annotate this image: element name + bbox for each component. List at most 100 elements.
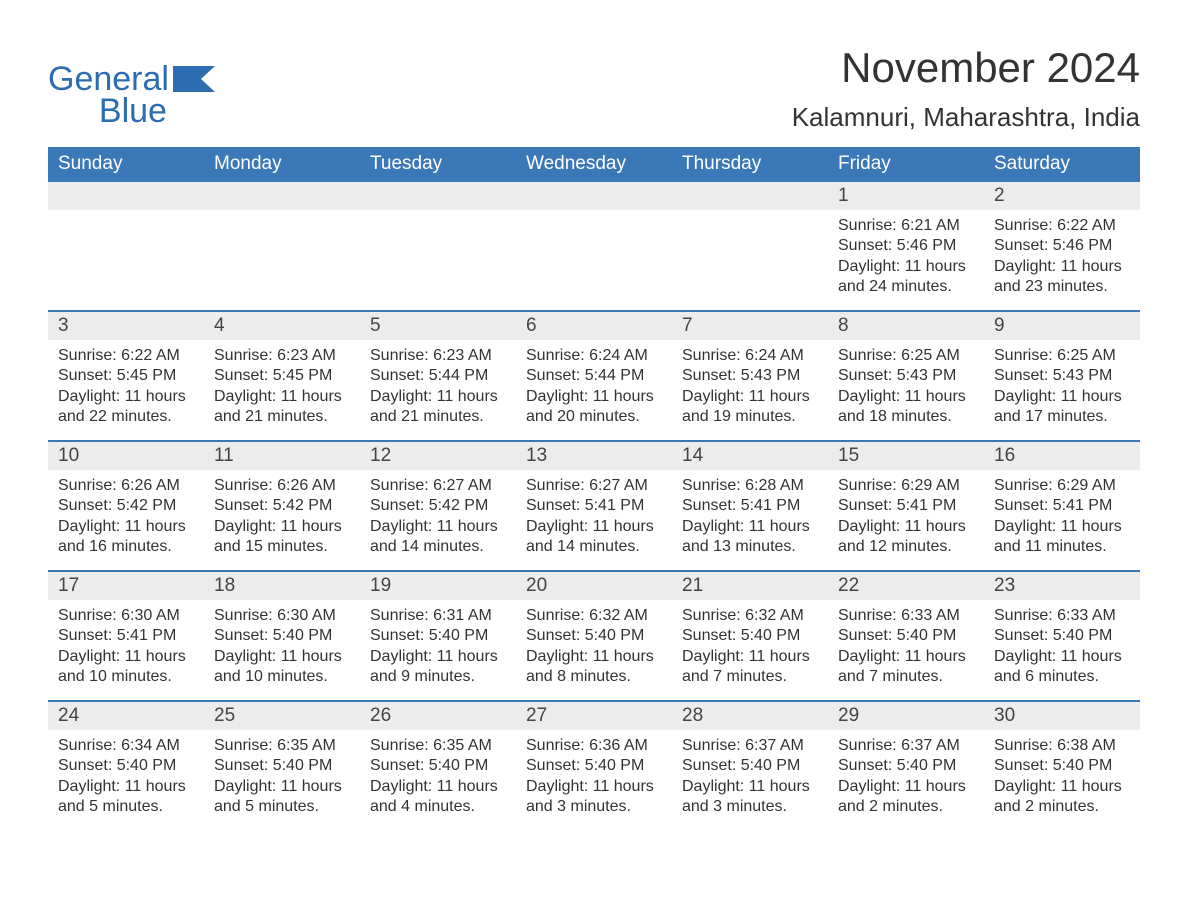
dow-monday: Monday [204,147,360,182]
sunset-label: Sunset: 5:40 PM [214,626,350,646]
sunrise-label: Sunrise: 6:31 AM [370,606,506,626]
brand-text: General Blue [48,62,169,128]
day-cell: Sunrise: 6:27 AMSunset: 5:42 PMDaylight:… [360,470,516,570]
day-number [516,182,672,210]
flag-icon [173,66,215,92]
day-number: 19 [360,572,516,600]
sunset-label: Sunset: 5:40 PM [370,756,506,776]
day-number: 29 [828,702,984,730]
day-cell: Sunrise: 6:21 AMSunset: 5:46 PMDaylight:… [828,210,984,310]
week-row: 17181920212223Sunrise: 6:30 AMSunset: 5:… [48,570,1140,700]
sunset-label: Sunset: 5:45 PM [214,366,350,386]
day-number: 7 [672,312,828,340]
sunset-label: Sunset: 5:41 PM [682,496,818,516]
day-number: 10 [48,442,204,470]
sunset-label: Sunset: 5:43 PM [682,366,818,386]
day-number: 8 [828,312,984,340]
day-number: 18 [204,572,360,600]
sunset-label: Sunset: 5:41 PM [838,496,974,516]
day-cell: Sunrise: 6:34 AMSunset: 5:40 PMDaylight:… [48,730,204,830]
day-cell [672,210,828,310]
day-number: 27 [516,702,672,730]
sunrise-label: Sunrise: 6:35 AM [370,736,506,756]
day-cell: Sunrise: 6:29 AMSunset: 5:41 PMDaylight:… [984,470,1140,570]
day-cell: Sunrise: 6:23 AMSunset: 5:45 PMDaylight:… [204,340,360,440]
day-cell: Sunrise: 6:22 AMSunset: 5:46 PMDaylight:… [984,210,1140,310]
day-cell: Sunrise: 6:35 AMSunset: 5:40 PMDaylight:… [204,730,360,830]
day-cell: Sunrise: 6:23 AMSunset: 5:44 PMDaylight:… [360,340,516,440]
day-cell: Sunrise: 6:33 AMSunset: 5:40 PMDaylight:… [984,600,1140,700]
sunrise-label: Sunrise: 6:25 AM [994,346,1130,366]
sunrise-label: Sunrise: 6:38 AM [994,736,1130,756]
week-body-row: Sunrise: 6:26 AMSunset: 5:42 PMDaylight:… [48,470,1140,570]
sunset-label: Sunset: 5:40 PM [682,626,818,646]
day-number [48,182,204,210]
sunrise-label: Sunrise: 6:29 AM [994,476,1130,496]
day-number-row: 3456789 [48,312,1140,340]
day-cell: Sunrise: 6:24 AMSunset: 5:43 PMDaylight:… [672,340,828,440]
day-cell: Sunrise: 6:22 AMSunset: 5:45 PMDaylight:… [48,340,204,440]
sunset-label: Sunset: 5:40 PM [526,626,662,646]
day-cell: Sunrise: 6:26 AMSunset: 5:42 PMDaylight:… [48,470,204,570]
day-number: 5 [360,312,516,340]
weeks-container: 12Sunrise: 6:21 AMSunset: 5:46 PMDayligh… [48,182,1140,830]
day-number [204,182,360,210]
sunrise-label: Sunrise: 6:24 AM [682,346,818,366]
day-number: 20 [516,572,672,600]
day-number-row: 17181920212223 [48,572,1140,600]
week-row: 10111213141516Sunrise: 6:26 AMSunset: 5:… [48,440,1140,570]
sunset-label: Sunset: 5:41 PM [994,496,1130,516]
day-number [672,182,828,210]
day-number: 2 [984,182,1140,210]
day-cell: Sunrise: 6:30 AMSunset: 5:41 PMDaylight:… [48,600,204,700]
sunrise-label: Sunrise: 6:33 AM [994,606,1130,626]
day-cell: Sunrise: 6:32 AMSunset: 5:40 PMDaylight:… [672,600,828,700]
sunrise-label: Sunrise: 6:26 AM [58,476,194,496]
day-cell [48,210,204,310]
sunset-label: Sunset: 5:42 PM [214,496,350,516]
daylight-label: Daylight: 11 hours and 15 minutes. [214,517,350,558]
dow-thursday: Thursday [672,147,828,182]
daylight-label: Daylight: 11 hours and 19 minutes. [682,387,818,428]
daylight-label: Daylight: 11 hours and 14 minutes. [526,517,662,558]
sunset-label: Sunset: 5:43 PM [994,366,1130,386]
day-number: 13 [516,442,672,470]
day-cell: Sunrise: 6:30 AMSunset: 5:40 PMDaylight:… [204,600,360,700]
day-cell: Sunrise: 6:25 AMSunset: 5:43 PMDaylight:… [828,340,984,440]
sunset-label: Sunset: 5:41 PM [526,496,662,516]
sunrise-label: Sunrise: 6:34 AM [58,736,194,756]
sunrise-label: Sunrise: 6:32 AM [526,606,662,626]
daylight-label: Daylight: 11 hours and 21 minutes. [370,387,506,428]
day-number: 17 [48,572,204,600]
week-row: 24252627282930Sunrise: 6:34 AMSunset: 5:… [48,700,1140,830]
day-number: 23 [984,572,1140,600]
sunset-label: Sunset: 5:44 PM [526,366,662,386]
week-body-row: Sunrise: 6:21 AMSunset: 5:46 PMDaylight:… [48,210,1140,310]
sunrise-label: Sunrise: 6:28 AM [682,476,818,496]
sunrise-label: Sunrise: 6:23 AM [370,346,506,366]
day-cell [360,210,516,310]
sunset-label: Sunset: 5:43 PM [838,366,974,386]
sunset-label: Sunset: 5:40 PM [994,756,1130,776]
day-cell: Sunrise: 6:32 AMSunset: 5:40 PMDaylight:… [516,600,672,700]
day-number: 28 [672,702,828,730]
sunrise-label: Sunrise: 6:23 AM [214,346,350,366]
daylight-label: Daylight: 11 hours and 9 minutes. [370,647,506,688]
sunset-label: Sunset: 5:40 PM [58,756,194,776]
day-cell: Sunrise: 6:31 AMSunset: 5:40 PMDaylight:… [360,600,516,700]
sunset-label: Sunset: 5:46 PM [838,236,974,256]
day-number: 1 [828,182,984,210]
daylight-label: Daylight: 11 hours and 5 minutes. [214,777,350,818]
daylight-label: Daylight: 11 hours and 20 minutes. [526,387,662,428]
daylight-label: Daylight: 11 hours and 8 minutes. [526,647,662,688]
day-number: 21 [672,572,828,600]
daylight-label: Daylight: 11 hours and 3 minutes. [526,777,662,818]
sunset-label: Sunset: 5:40 PM [370,626,506,646]
day-of-week-header: Sunday Monday Tuesday Wednesday Thursday… [48,147,1140,182]
daylight-label: Daylight: 11 hours and 2 minutes. [994,777,1130,818]
sunset-label: Sunset: 5:41 PM [58,626,194,646]
daylight-label: Daylight: 11 hours and 22 minutes. [58,387,194,428]
week-body-row: Sunrise: 6:34 AMSunset: 5:40 PMDaylight:… [48,730,1140,830]
day-number: 16 [984,442,1140,470]
sunrise-label: Sunrise: 6:27 AM [526,476,662,496]
